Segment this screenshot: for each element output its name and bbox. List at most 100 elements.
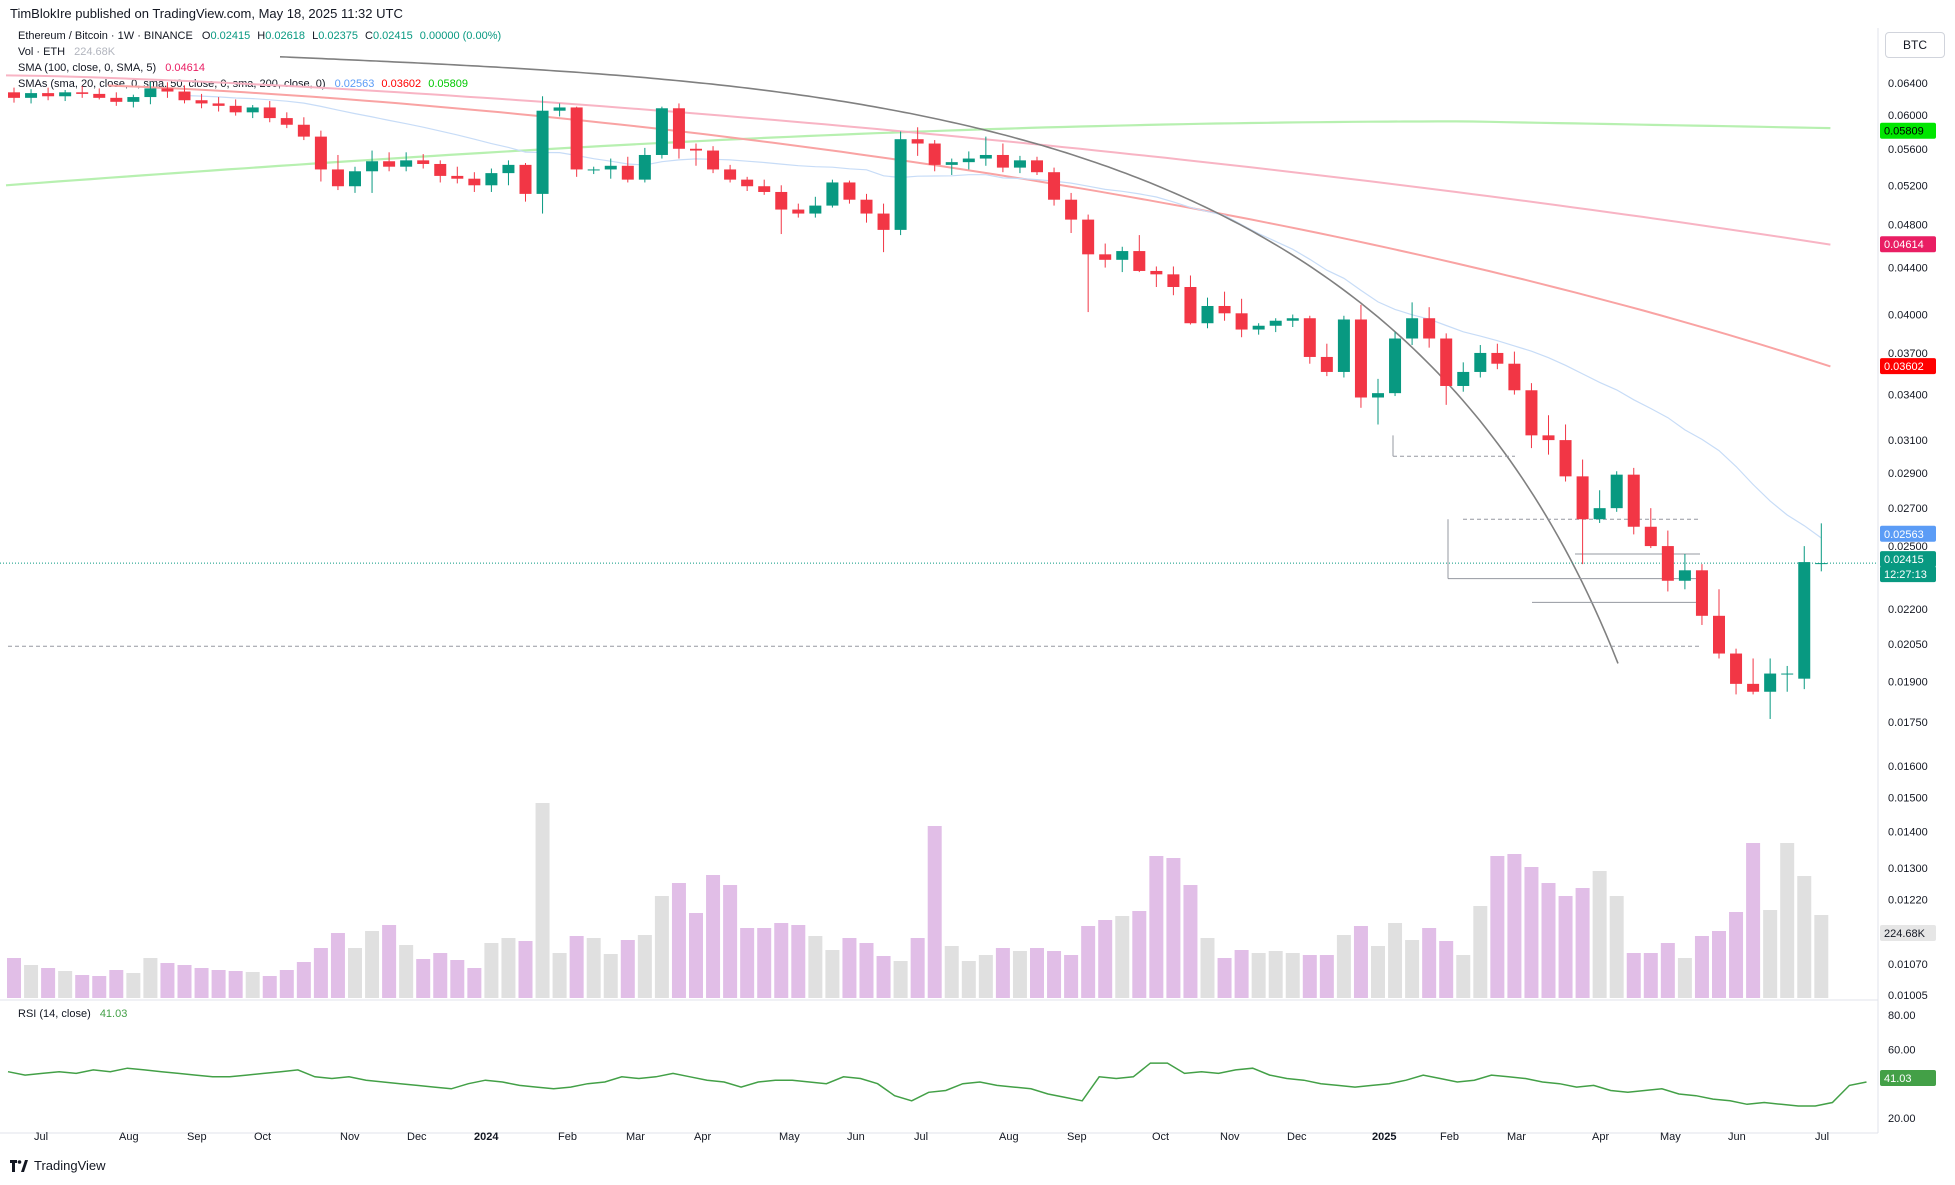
candle-body [1406, 318, 1419, 339]
volume-bar [1456, 955, 1471, 998]
volume-legend[interactable]: Vol · ETH 224.68K [18, 46, 115, 58]
candle-body [1337, 319, 1350, 372]
candle-body [1764, 673, 1777, 692]
open-label: O [201, 30, 211, 42]
time-axis-label: Jul [1815, 1131, 1829, 1143]
volume-bar [535, 803, 550, 998]
volume-bar [1268, 951, 1283, 998]
tradingview-watermark[interactable]: TradingView [10, 1158, 106, 1173]
volume-bar [808, 936, 823, 998]
time-axis-label: Nov [340, 1131, 360, 1143]
candle-body [945, 162, 958, 165]
candle-body [1013, 160, 1026, 168]
volume-bar [944, 946, 959, 998]
time-axis-label: Mar [1507, 1131, 1526, 1143]
price-tick-label: 0.01750 [1888, 717, 1928, 729]
candle-body [996, 154, 1009, 168]
volume-bar [1302, 955, 1317, 998]
price-tick-label: 0.04000 [1888, 310, 1928, 322]
rsi-line [7, 1062, 1867, 1107]
sma200-legend-value: 0.05809 [428, 78, 468, 90]
volume-bar [41, 968, 56, 998]
price-tick-label: 0.01500 [1888, 793, 1928, 805]
candle-body [1661, 546, 1674, 581]
price-badge [1880, 1070, 1936, 1086]
volume-bar [1541, 883, 1556, 998]
symbol-title: Ethereum / Bitcoin · 1W · BINANCE [18, 30, 193, 42]
candle-body [911, 139, 924, 144]
volume-bar [228, 971, 243, 998]
candle-body [1065, 199, 1078, 220]
watermark-label: TradingView [34, 1158, 106, 1173]
time-axis-label: Nov [1220, 1131, 1240, 1143]
price-badge [1880, 122, 1936, 139]
close-label: C [365, 30, 373, 42]
time-axis-label: Jul [914, 1131, 928, 1143]
volume-bar [1371, 946, 1385, 998]
low-value: 0.02375 [318, 30, 358, 42]
candle-body [76, 92, 89, 94]
candle-body [1610, 474, 1623, 509]
time-axis-label: Jul [34, 1131, 48, 1143]
volume-bar [654, 896, 669, 998]
candle-body [451, 175, 464, 179]
volume-bar [467, 968, 482, 998]
candle-body [1815, 563, 1828, 565]
currency-button[interactable]: BTC [1885, 32, 1945, 58]
price-tick-label: 0.01600 [1888, 761, 1928, 773]
candle-body [809, 205, 822, 214]
candle-body [1730, 653, 1743, 684]
volume-bar [109, 970, 124, 998]
candle-body [979, 154, 992, 159]
close-value: 0.02415 [372, 30, 413, 42]
candle-body [1303, 318, 1316, 357]
high-label: H [257, 30, 266, 42]
volume-bar [1524, 867, 1539, 998]
symbol-legend[interactable]: Ethereum / Bitcoin · 1W · BINANCE O 0.024… [18, 30, 501, 42]
smas-legend[interactable]: SMAs (sma, 20, close, 0, sma, 50, close,… [18, 78, 468, 90]
time-axis-label: Dec [1287, 1131, 1307, 1143]
candle-body [349, 171, 361, 187]
candle-body [587, 169, 600, 171]
volume-bar [245, 972, 260, 998]
volume-bar [757, 928, 772, 998]
candle-body [1713, 615, 1725, 654]
volume-bar [1814, 915, 1829, 998]
sma20-line [184, 94, 1822, 539]
volume-bar [637, 935, 652, 998]
volume-bar [279, 970, 294, 998]
candle-body [672, 108, 685, 149]
volume-bar [296, 962, 311, 998]
volume-bar [194, 968, 209, 998]
volume-bar [671, 883, 686, 998]
sma100-legend-value: 0.04614 [165, 62, 205, 74]
volume-bar [1353, 926, 1368, 998]
volume-bar [1064, 955, 1079, 998]
candle-body [485, 173, 498, 186]
candle-body [1082, 219, 1095, 255]
volume-bar [586, 938, 601, 998]
candle-body [1252, 325, 1265, 330]
volume-bar [1439, 941, 1454, 998]
candle-body [1320, 356, 1333, 372]
candle-body [1286, 318, 1299, 321]
price-tick-label: 0.04400 [1888, 263, 1928, 275]
candle-body [297, 124, 310, 137]
price-tick-label: 0.02700 [1888, 503, 1928, 515]
time-axis-label: Feb [1440, 1131, 1459, 1143]
price-tick-label: 0.01400 [1888, 827, 1928, 839]
price-tick-label: 0.05600 [1888, 144, 1928, 156]
volume-bar [313, 948, 328, 998]
volume-bar [1183, 885, 1198, 998]
volume-bar [1285, 953, 1300, 998]
volume-bar [1012, 951, 1027, 998]
candle-body [741, 179, 754, 187]
candle-body [1167, 274, 1180, 287]
rsi-tick-label: 20.00 [1888, 1113, 1916, 1125]
volume-bar [1473, 906, 1488, 998]
sma100-legend[interactable]: SMA (100, close, 0, SMA, 5) 0.04614 [18, 62, 205, 74]
rsi-legend[interactable]: RSI (14, close) 41.03 [18, 1008, 127, 1020]
time-axis-label: Sep [187, 1131, 207, 1143]
volume-bar [1643, 953, 1658, 998]
